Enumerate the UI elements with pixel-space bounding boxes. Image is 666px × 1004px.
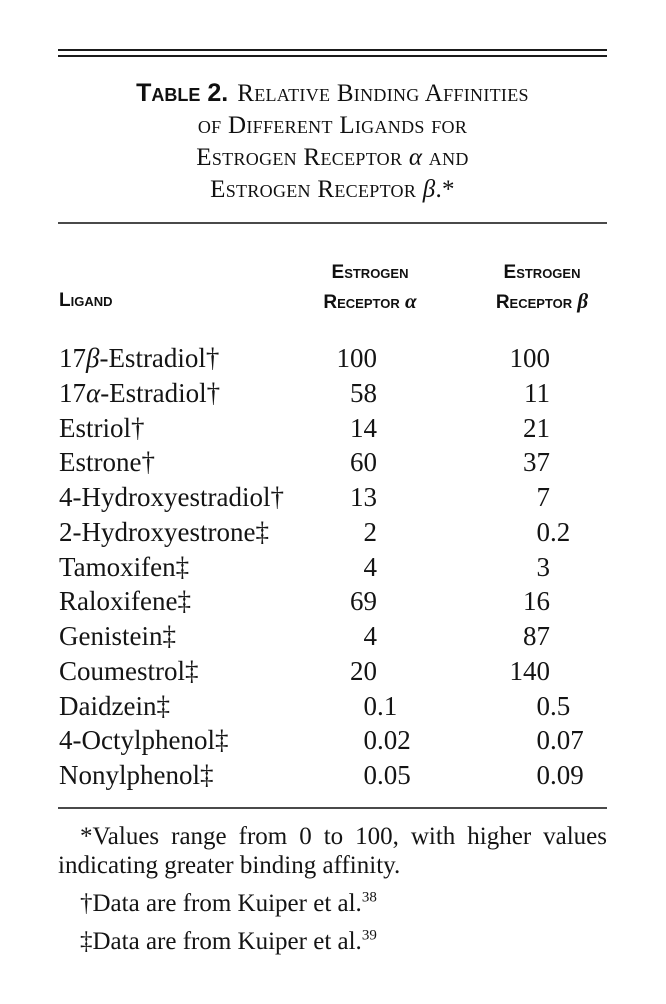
ligand-name: Raloxifene‡ [59,586,191,617]
value-er-beta: 0.5 [536,690,571,721]
title-line-4: Estrogen Receptor β.* [210,176,455,203]
value-er-beta: 3 [536,551,551,582]
ligand-name: 4-Hydroxyestradiol† [59,482,284,512]
table-row: Daidzein‡ 0.1 0.5 [58,689,607,724]
ligand-name: Coumestrol‡ [59,655,199,686]
value-er-alpha: 14 [350,412,377,443]
ligand-name: 4-Octylphenol‡ [59,725,229,756]
value-er-alpha: 69 [350,586,377,617]
value-er-alpha: 58 [350,377,377,408]
title-line-2: of Different Ligands for [197,112,468,139]
reference-superscript: 38 [361,889,377,906]
value-er-beta: 11 [524,377,550,408]
title-separator-rule [58,222,607,224]
table-row: Nonylphenol‡ 0.05 0.09 [58,758,607,793]
alpha-symbol: α [408,144,423,171]
ligand-name: Estriol† [59,412,145,443]
table-row: 2-Hydroxyestrone‡ 2 0.2 [58,515,607,550]
table-row: 4-Octylphenol‡ 0.02 0.07 [58,723,607,758]
top-double-rule [58,49,607,57]
value-er-beta: 100 [509,343,551,373]
value-er-alpha: 0.1 [363,690,398,721]
title-line-3: Estrogen Receptor α and [196,144,469,171]
header-ligand: Ligand [59,290,113,311]
ligand-name: 17β-Estradiol† [59,343,220,373]
value-er-beta: 7 [536,482,551,512]
table-row: 17β-Estradiol† 100 100 [58,341,607,376]
table-bottom-rule [58,807,607,809]
value-er-beta: 37 [523,447,550,478]
footnote-asterisk: *Values range from 0 to 100, with higher… [58,823,607,879]
value-er-alpha: 2 [363,516,378,547]
ligand-name: Genistein‡ [59,621,176,651]
value-er-beta: 16 [523,586,550,617]
value-er-beta: 0.09 [536,760,584,790]
value-er-alpha: 20 [350,655,377,686]
table-header-row: Ligand Estrogen Receptor α Estrogen Rece… [58,259,607,316]
beta-symbol: β [422,176,436,203]
table-row: Genistein‡ 4 87 [58,619,607,654]
value-er-alpha: 13 [350,482,377,512]
ligand-name: 17α-Estradiol† [59,377,221,408]
value-er-alpha: 0.05 [363,760,411,790]
ligand-name: Tamoxifen‡ [59,551,190,582]
value-er-alpha: 60 [350,447,377,478]
alpha-symbol: α [404,289,417,313]
title-text-1: Relative Binding Affinities [237,80,529,107]
ligand-name: Daidzein‡ [59,690,170,721]
header-er-alpha: Estrogen Receptor α [323,262,417,313]
value-er-beta: 87 [523,621,550,651]
table-row: Estriol† 14 21 [58,411,607,446]
table-row: Raloxifene‡ 69 16 [58,584,607,619]
value-er-beta: 0.07 [536,725,584,756]
table-row: 4-Hydroxyestradiol† 13 7 [58,480,607,515]
beta-symbol: β [577,289,589,313]
table-number-label: Table 2. [136,79,229,107]
table-row: 17α-Estradiol† 58 11 [58,376,607,411]
value-er-beta: 21 [523,412,550,443]
ligand-name: 2-Hydroxyestrone‡ [59,516,269,547]
ligand-name: Nonylphenol‡ [59,760,214,790]
reference-superscript: 39 [361,927,377,944]
value-er-beta: 140 [509,655,551,686]
value-er-alpha: 4 [363,621,378,651]
table-row: Coumestrol‡ 20 140 [58,654,607,689]
value-er-alpha: 0.02 [363,725,411,756]
table-row: Estrone† 60 37 [58,445,607,480]
footnote-double-dagger: ‡Data are from Kuiper et al.39 [80,927,377,955]
ligand-name: Estrone† [59,447,155,478]
header-er-beta: Estrogen Receptor β [495,262,589,313]
table-body: 17β-Estradiol† 100 100 17α-Estradiol† 58 11 Es… [58,341,607,793]
value-er-beta: 0.2 [536,516,571,547]
title-line-1: Table 2. Relative Binding Affinities [58,77,607,110]
value-er-alpha: 100 [336,343,378,373]
table-title: Table 2. Relative Binding Affinities of D… [58,77,607,206]
footnotes: *Values range from 0 to 100, with higher… [58,822,607,965]
footnote-dagger: †Data are from Kuiper et al.38 [80,889,377,917]
table-row: Tamoxifen‡ 4 3 [58,550,607,585]
value-er-alpha: 4 [363,551,378,582]
